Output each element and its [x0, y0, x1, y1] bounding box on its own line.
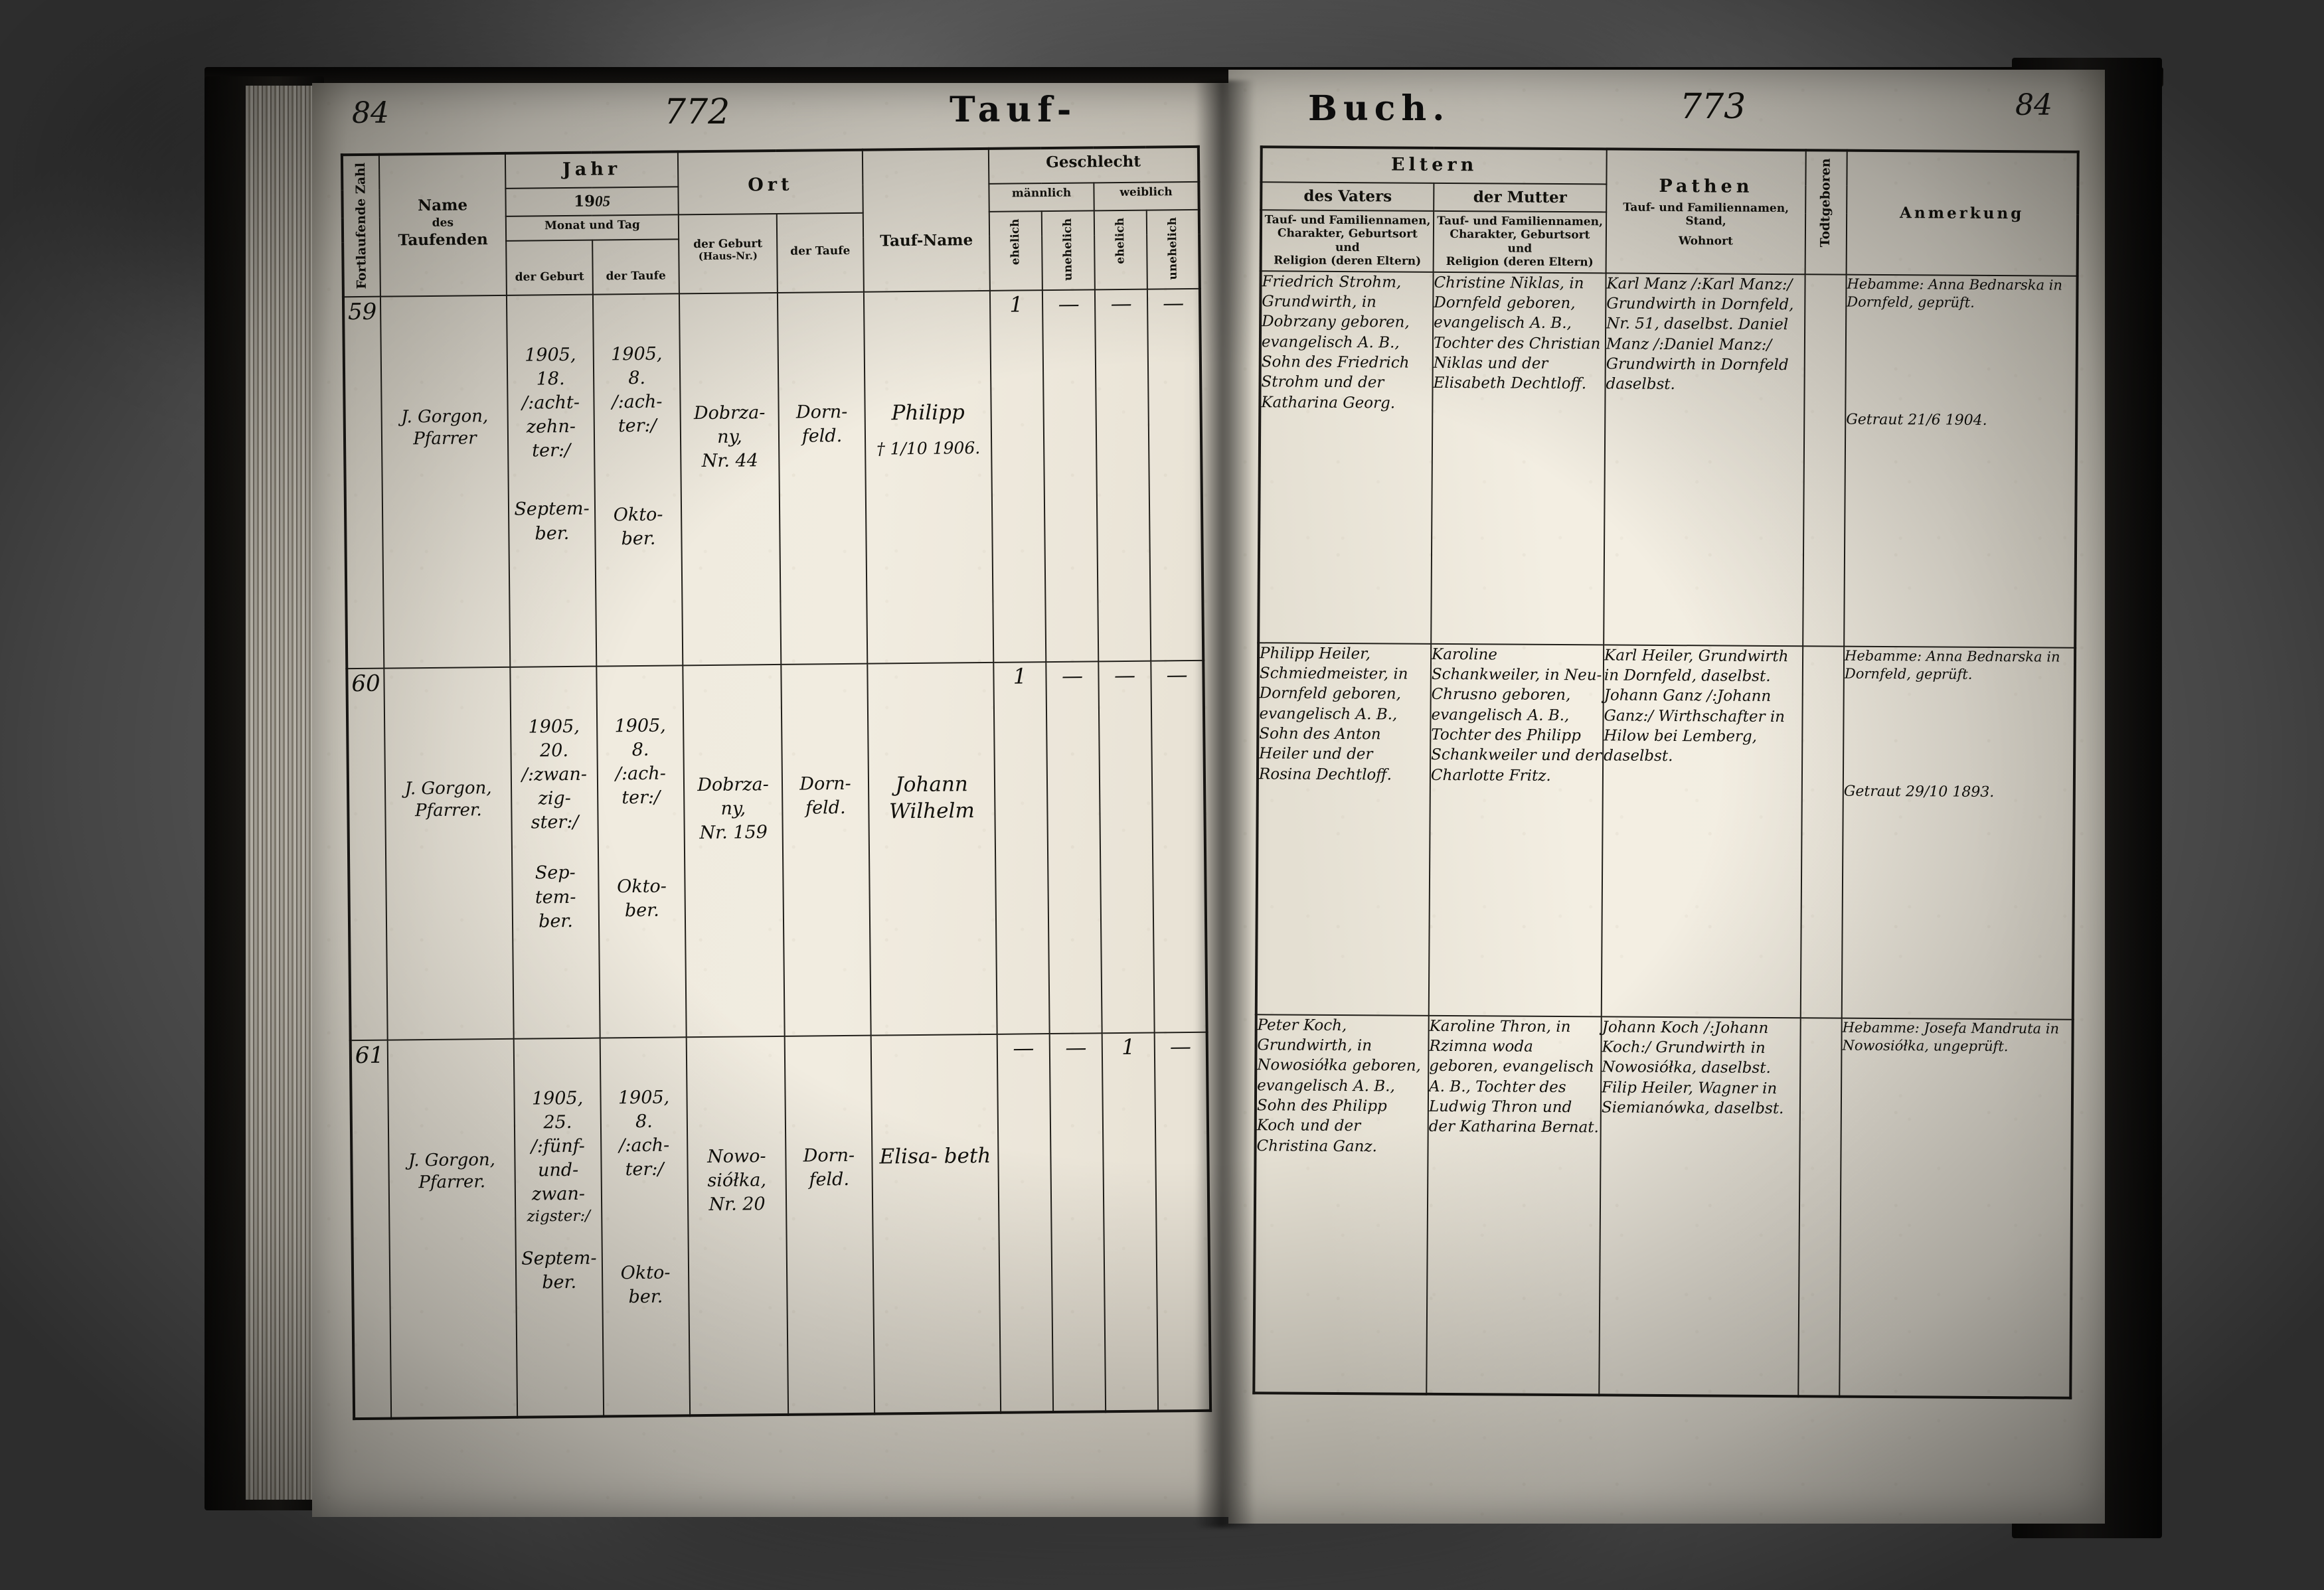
cell-birth-date: 1905, 25. /:fünf- und- zwan- zigster:/ S…: [513, 1038, 604, 1417]
cell-godparents: Johann Koch /:Johann Koch:/ Grundwirth i…: [1599, 1016, 1801, 1396]
cell-female-legitimate: —: [1098, 661, 1155, 1033]
cell-male-illegitimate: —: [1049, 1032, 1106, 1412]
cell-baptism-date: 1905, 8. /:ach- ter:/ Okto- ber.: [596, 665, 687, 1038]
cell-mother: Christine Niklas, in Dornfeld geboren, e…: [1431, 272, 1606, 645]
header-sex-female: weiblich: [1094, 181, 1199, 211]
header-place-birth: der Geburt (Haus-Nr.): [678, 213, 778, 293]
cell-officiant: J. Gorgon, Pfarrer.: [384, 667, 514, 1040]
left-table-body: 59 J. Gorgon, Pfarrer 1905, 18. /:acht- …: [343, 288, 1211, 1419]
header-date-birth: der Geburt: [506, 240, 593, 295]
baptism-table-right: Eltern Pathen Tauf- und Familiennamen, S…: [1252, 145, 2080, 1399]
cell-remark: Hebamme: Anna Bednarska in Dornfeld, gep…: [1841, 646, 2076, 1020]
cell-male-illegitimate: —: [1042, 289, 1099, 662]
cell-remark: Hebamme: Josefa Mandruta in Nowosiółka, …: [1839, 1018, 2073, 1398]
cell-baptism-place: Dorn- feld.: [777, 291, 868, 665]
table-row: 61 J. Gorgon, Pfarrer. 1905, 25. /:fünf-…: [350, 1032, 1211, 1419]
cell-godparents: Karl Manz /:Karl Manz:/ Grundwirth in Do…: [1604, 272, 1805, 646]
cell-baptism-place: Dorn- feld.: [781, 663, 871, 1036]
cell-father: Philipp Heiler, Schmiedmeister, in Dornf…: [1256, 642, 1432, 1016]
marriage-note: [1841, 1154, 2070, 1156]
table-row: Friedrich Strohm, Grundwirth, in Dobrzan…: [1258, 270, 2078, 648]
header-given-name: Tauf-Name: [862, 148, 990, 292]
header-father-detail: Tauf- und Familiennamen, Charakter, Gebu…: [1260, 210, 1434, 272]
cell-given-name: Philipp † 1/10 1906.: [863, 290, 994, 664]
cell-mother: Karoline Thron, in Rzimna woda geboren, …: [1426, 1015, 1602, 1395]
right-table-body: Friedrich Strohm, Grundwirth, in Dobrzan…: [1254, 270, 2078, 1398]
header-place-baptism: der Taufe: [776, 212, 864, 293]
header-date-baptism: der Taufe: [592, 239, 679, 295]
cell-stillborn: [1800, 645, 1845, 1018]
table-row: Philipp Heiler, Schmiedmeister, in Dornf…: [1256, 642, 2076, 1020]
header-sequence: Fortlaufende Zahl: [341, 154, 380, 297]
baptism-table-left: Fortlaufende Zahl Name des Taufenden Jah…: [340, 145, 1212, 1420]
cell-female-legitimate: —: [1094, 289, 1151, 661]
header-parents: Eltern: [1261, 147, 1607, 185]
cell-sequence: 59: [343, 296, 384, 669]
cell-godparents: Karl Heiler, Grundwirth in Dornfeld, das…: [1601, 644, 1803, 1018]
cell-male-legitimate: 1: [993, 661, 1050, 1034]
cell-stillborn: [1798, 1017, 1842, 1397]
table-row: 60 J. Gorgon, Pfarrer. 1905, 20. /:zwan-…: [347, 660, 1207, 1040]
header-year-value: 1905: [505, 187, 679, 216]
cell-male-legitimate: —: [997, 1033, 1054, 1413]
header-remark: Anmerkung: [1846, 150, 2078, 276]
cell-birth-place: Dobrza- ny, Nr. 44: [679, 292, 782, 665]
header-place: Ort: [677, 149, 863, 215]
left-table-head: Fortlaufende Zahl Name des Taufenden Jah…: [341, 146, 1200, 297]
page-number-left: 772: [664, 92, 730, 132]
header-sex: Geschlecht: [988, 146, 1199, 184]
cell-birth-date: 1905, 20. /:zwan- zig- ster:/ Sep- tem- …: [510, 666, 600, 1039]
book-title-left: Tauf-: [950, 90, 1078, 130]
cell-sequence: 61: [350, 1040, 392, 1419]
cell-birth-place: Dobrza- ny, Nr. 159: [683, 664, 785, 1037]
cell-baptism-place: Dorn- feld.: [784, 1035, 875, 1415]
cell-female-legitimate: 1: [1102, 1032, 1159, 1411]
folio-number-right: 84: [2015, 88, 2052, 122]
left-page: 84 772 Tauf- Fortlaufende Zahl: [312, 83, 1228, 1517]
header-male-illegitimate: unehelich: [1041, 210, 1095, 290]
cell-remark: Hebamme: Anna Bednarska in Dornfeld, gep…: [1844, 274, 2078, 648]
page-number-right: 773: [1680, 87, 1746, 127]
cell-sequence: 60: [347, 668, 388, 1040]
cell-father: Peter Koch, Grundwirth, in Nowosiółka ge…: [1254, 1014, 1429, 1394]
header-year: Jahr: [505, 151, 679, 189]
cell-male-illegitimate: —: [1046, 661, 1102, 1034]
cell-stillborn: [1803, 274, 1847, 647]
cell-birth-place: Nowo- siółka, Nr. 20: [686, 1036, 789, 1415]
book-gutter: [1195, 80, 1255, 1528]
cell-given-name: Johann Wilhelm: [867, 662, 997, 1036]
header-female-legitimate: ehelich: [1094, 210, 1147, 289]
right-page: Buch. 773 84 Eltern Pathen Tauf- und F: [1228, 70, 2105, 1524]
header-female-illegitimate: unehelich: [1146, 209, 1200, 289]
header-mother: der Mutter: [1434, 183, 1607, 212]
book-title-right: Buch.: [1308, 88, 1451, 129]
header-month-day: Monat und Tag: [505, 214, 679, 242]
header-male-legitimate: ehelich: [989, 211, 1042, 291]
cell-baptism-date: 1905, 8. /:ach- ter:/ Okto- ber.: [600, 1036, 691, 1417]
header-sex-male: männlich: [989, 183, 1094, 212]
cell-baptism-date: 1905, 8. /:ach- ter:/ Okto- ber.: [592, 293, 683, 667]
open-book: 84 772 Tauf- Fortlaufende Zahl: [205, 58, 2163, 1544]
cell-birth-date: 1905, 18. /:acht- zehn- ter:/ Septem- be…: [506, 294, 597, 667]
marriage-note: Getraut 29/10 1893.: [1843, 783, 1995, 801]
cell-given-name: Elisa- beth: [871, 1034, 1001, 1414]
table-row: 59 J. Gorgon, Pfarrer 1905, 18. /:acht- …: [343, 288, 1204, 669]
cell-officiant: J. Gorgon, Pfarrer.: [387, 1038, 518, 1419]
header-officiant: Name des Taufenden: [378, 153, 507, 297]
header-father: des Vaters: [1261, 182, 1434, 211]
marriage-note: Getraut 21/6 1904.: [1846, 411, 1987, 430]
cell-father: Friedrich Strohm, Grundwirth, in Dobrzan…: [1258, 270, 1434, 644]
cell-male-legitimate: 1: [989, 289, 1046, 663]
table-row: Peter Koch, Grundwirth, in Nowosiółka ge…: [1254, 1014, 2073, 1398]
header-godparents: Pathen Tauf- und Familiennamen, Stand, W…: [1606, 149, 1806, 274]
header-mother-detail: Tauf- und Familiennamen, Charakter, Gebu…: [1433, 210, 1607, 273]
right-table-head: Eltern Pathen Tauf- und Familiennamen, S…: [1260, 147, 2078, 276]
cell-mother: Karoline Schankweiler, in Neu-Chrusno ge…: [1428, 643, 1604, 1016]
cell-officiant: J. Gorgon, Pfarrer: [380, 295, 511, 669]
header-stillborn: Todtgeboren: [1805, 150, 1847, 275]
folio-number-left: 84: [352, 96, 389, 130]
